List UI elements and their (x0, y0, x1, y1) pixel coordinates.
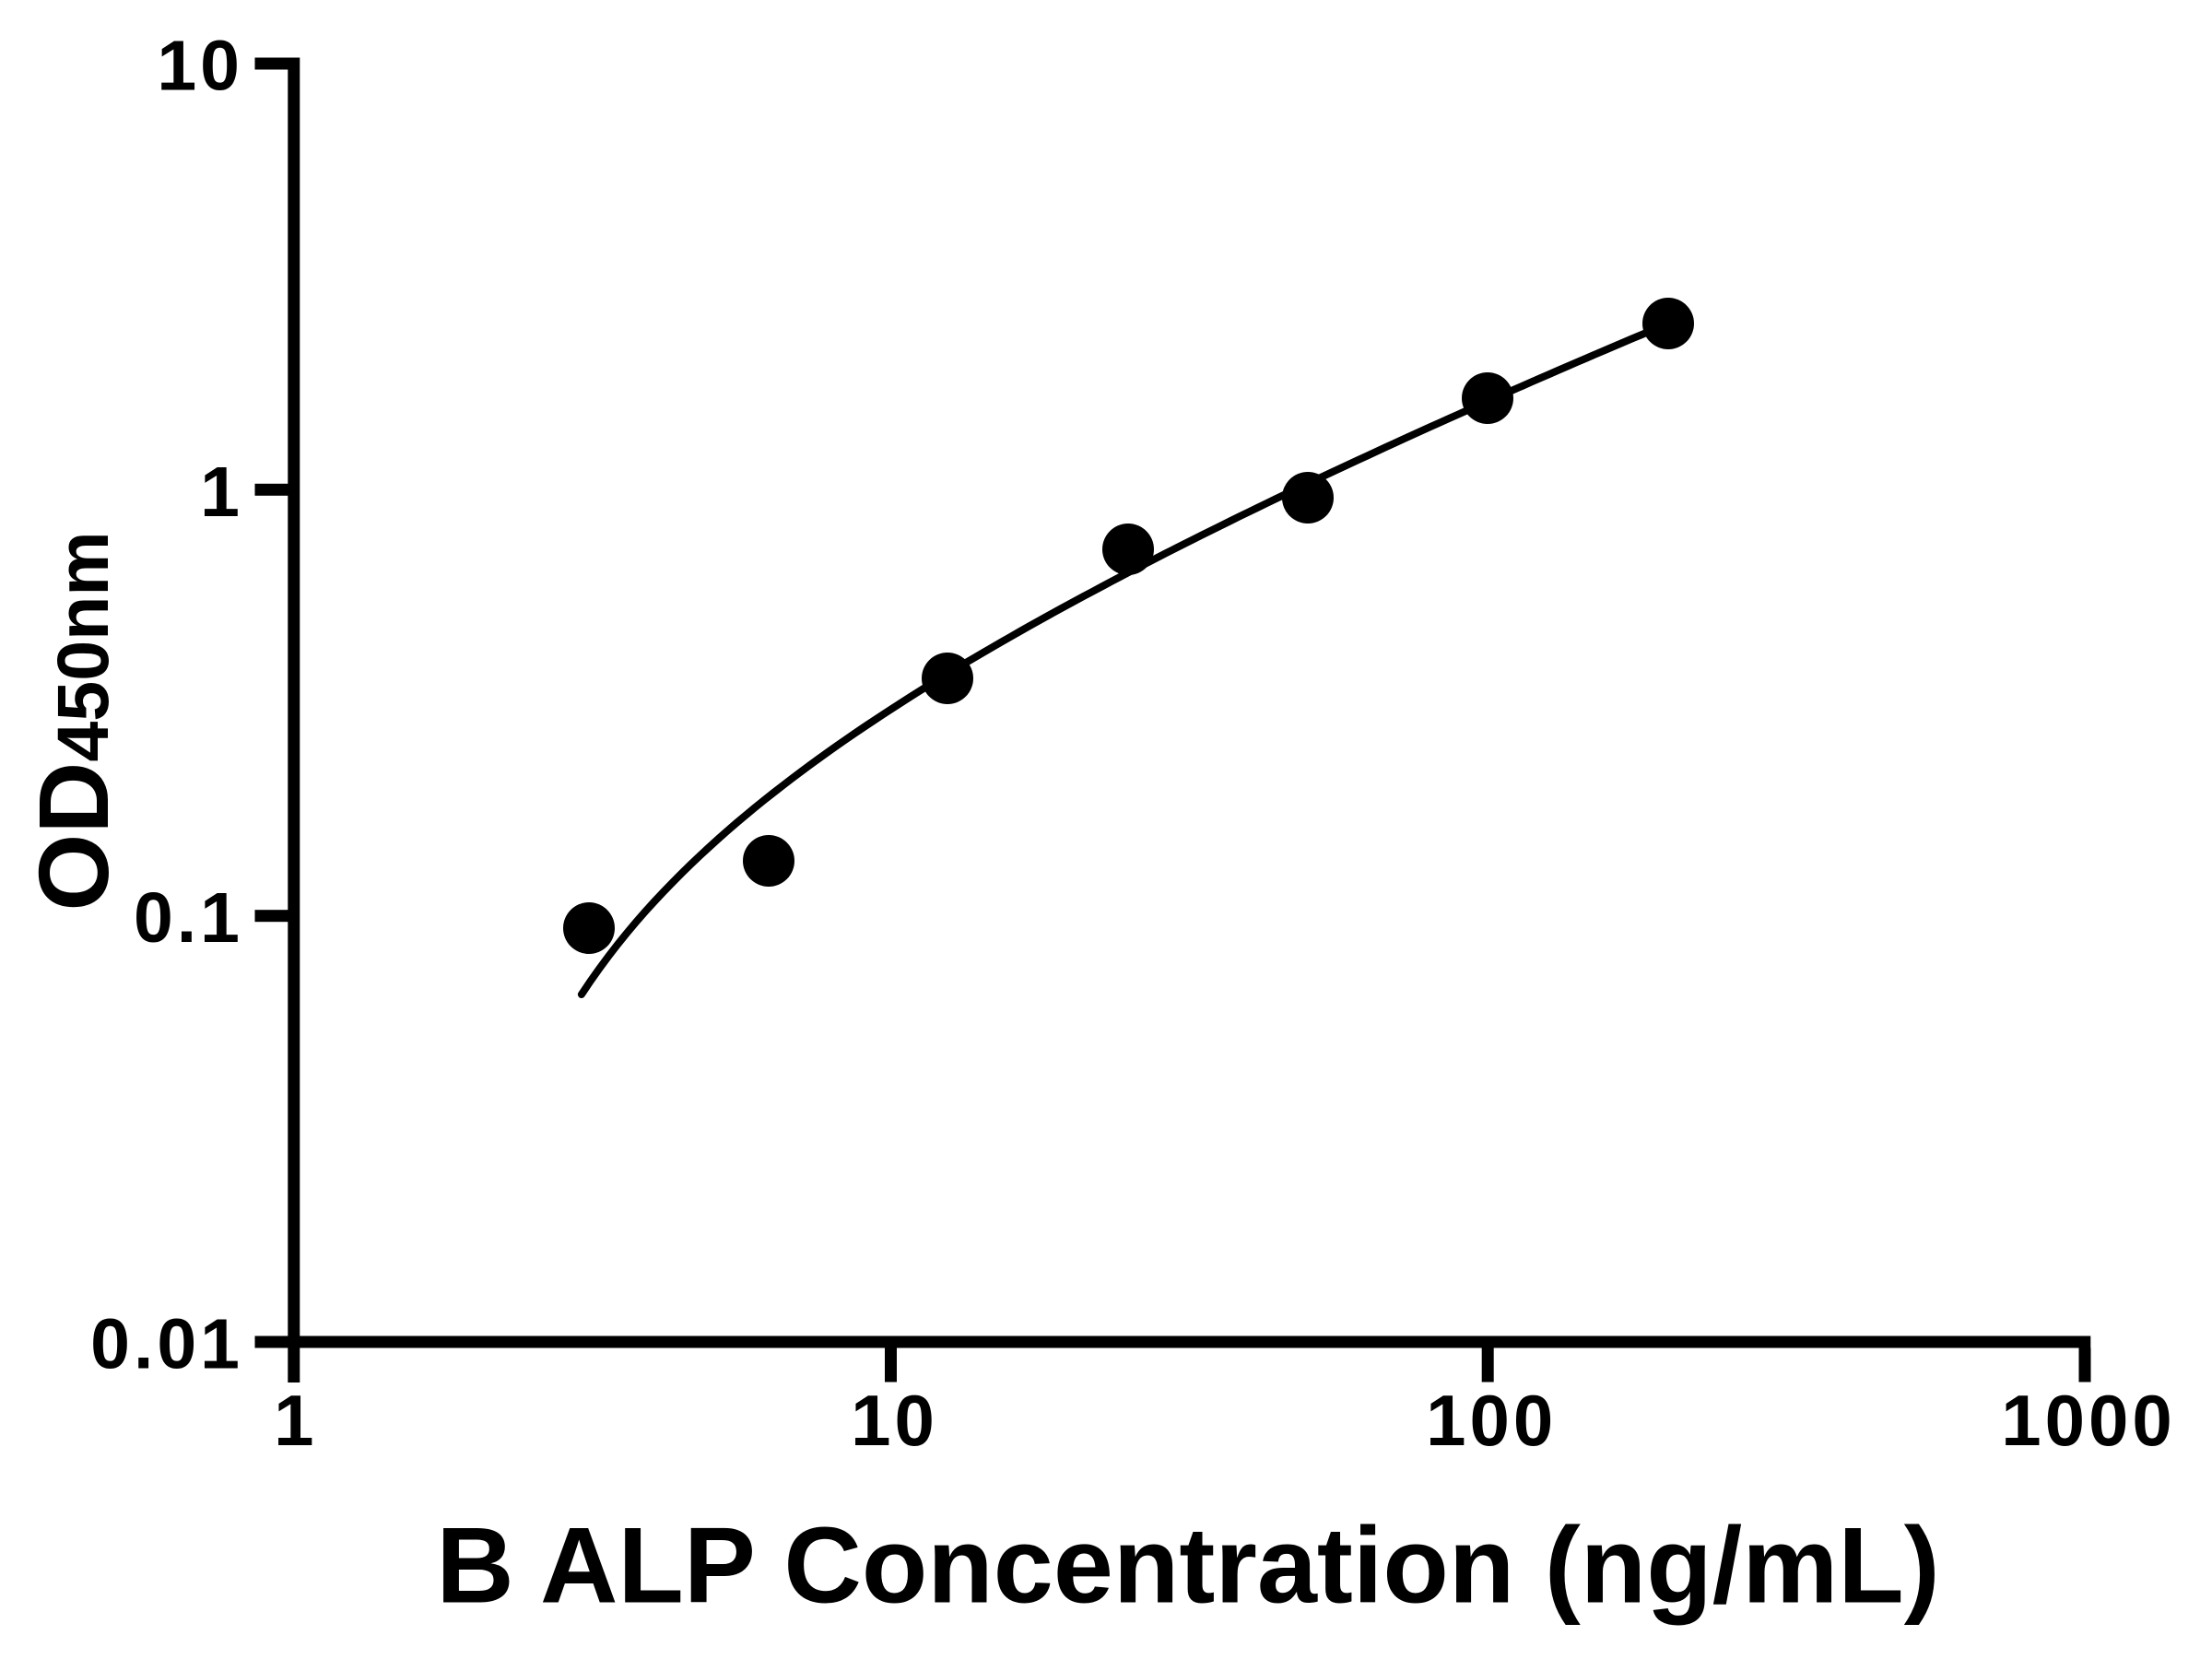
svg-text:0.01: 0.01 (90, 1304, 243, 1383)
svg-text:1: 1 (200, 453, 243, 532)
svg-text:B ALP Concentration (ng/mL): B ALP Concentration (ng/mL) (436, 1505, 1939, 1626)
svg-text:OD450nm: OD450nm (18, 531, 129, 911)
svg-text:0.1: 0.1 (134, 878, 243, 958)
svg-text:1: 1 (274, 1380, 317, 1461)
svg-text:1000: 1000 (2001, 1380, 2176, 1461)
svg-text:100: 100 (1426, 1380, 1557, 1461)
svg-text:10: 10 (157, 27, 243, 106)
svg-text:10: 10 (851, 1380, 938, 1461)
